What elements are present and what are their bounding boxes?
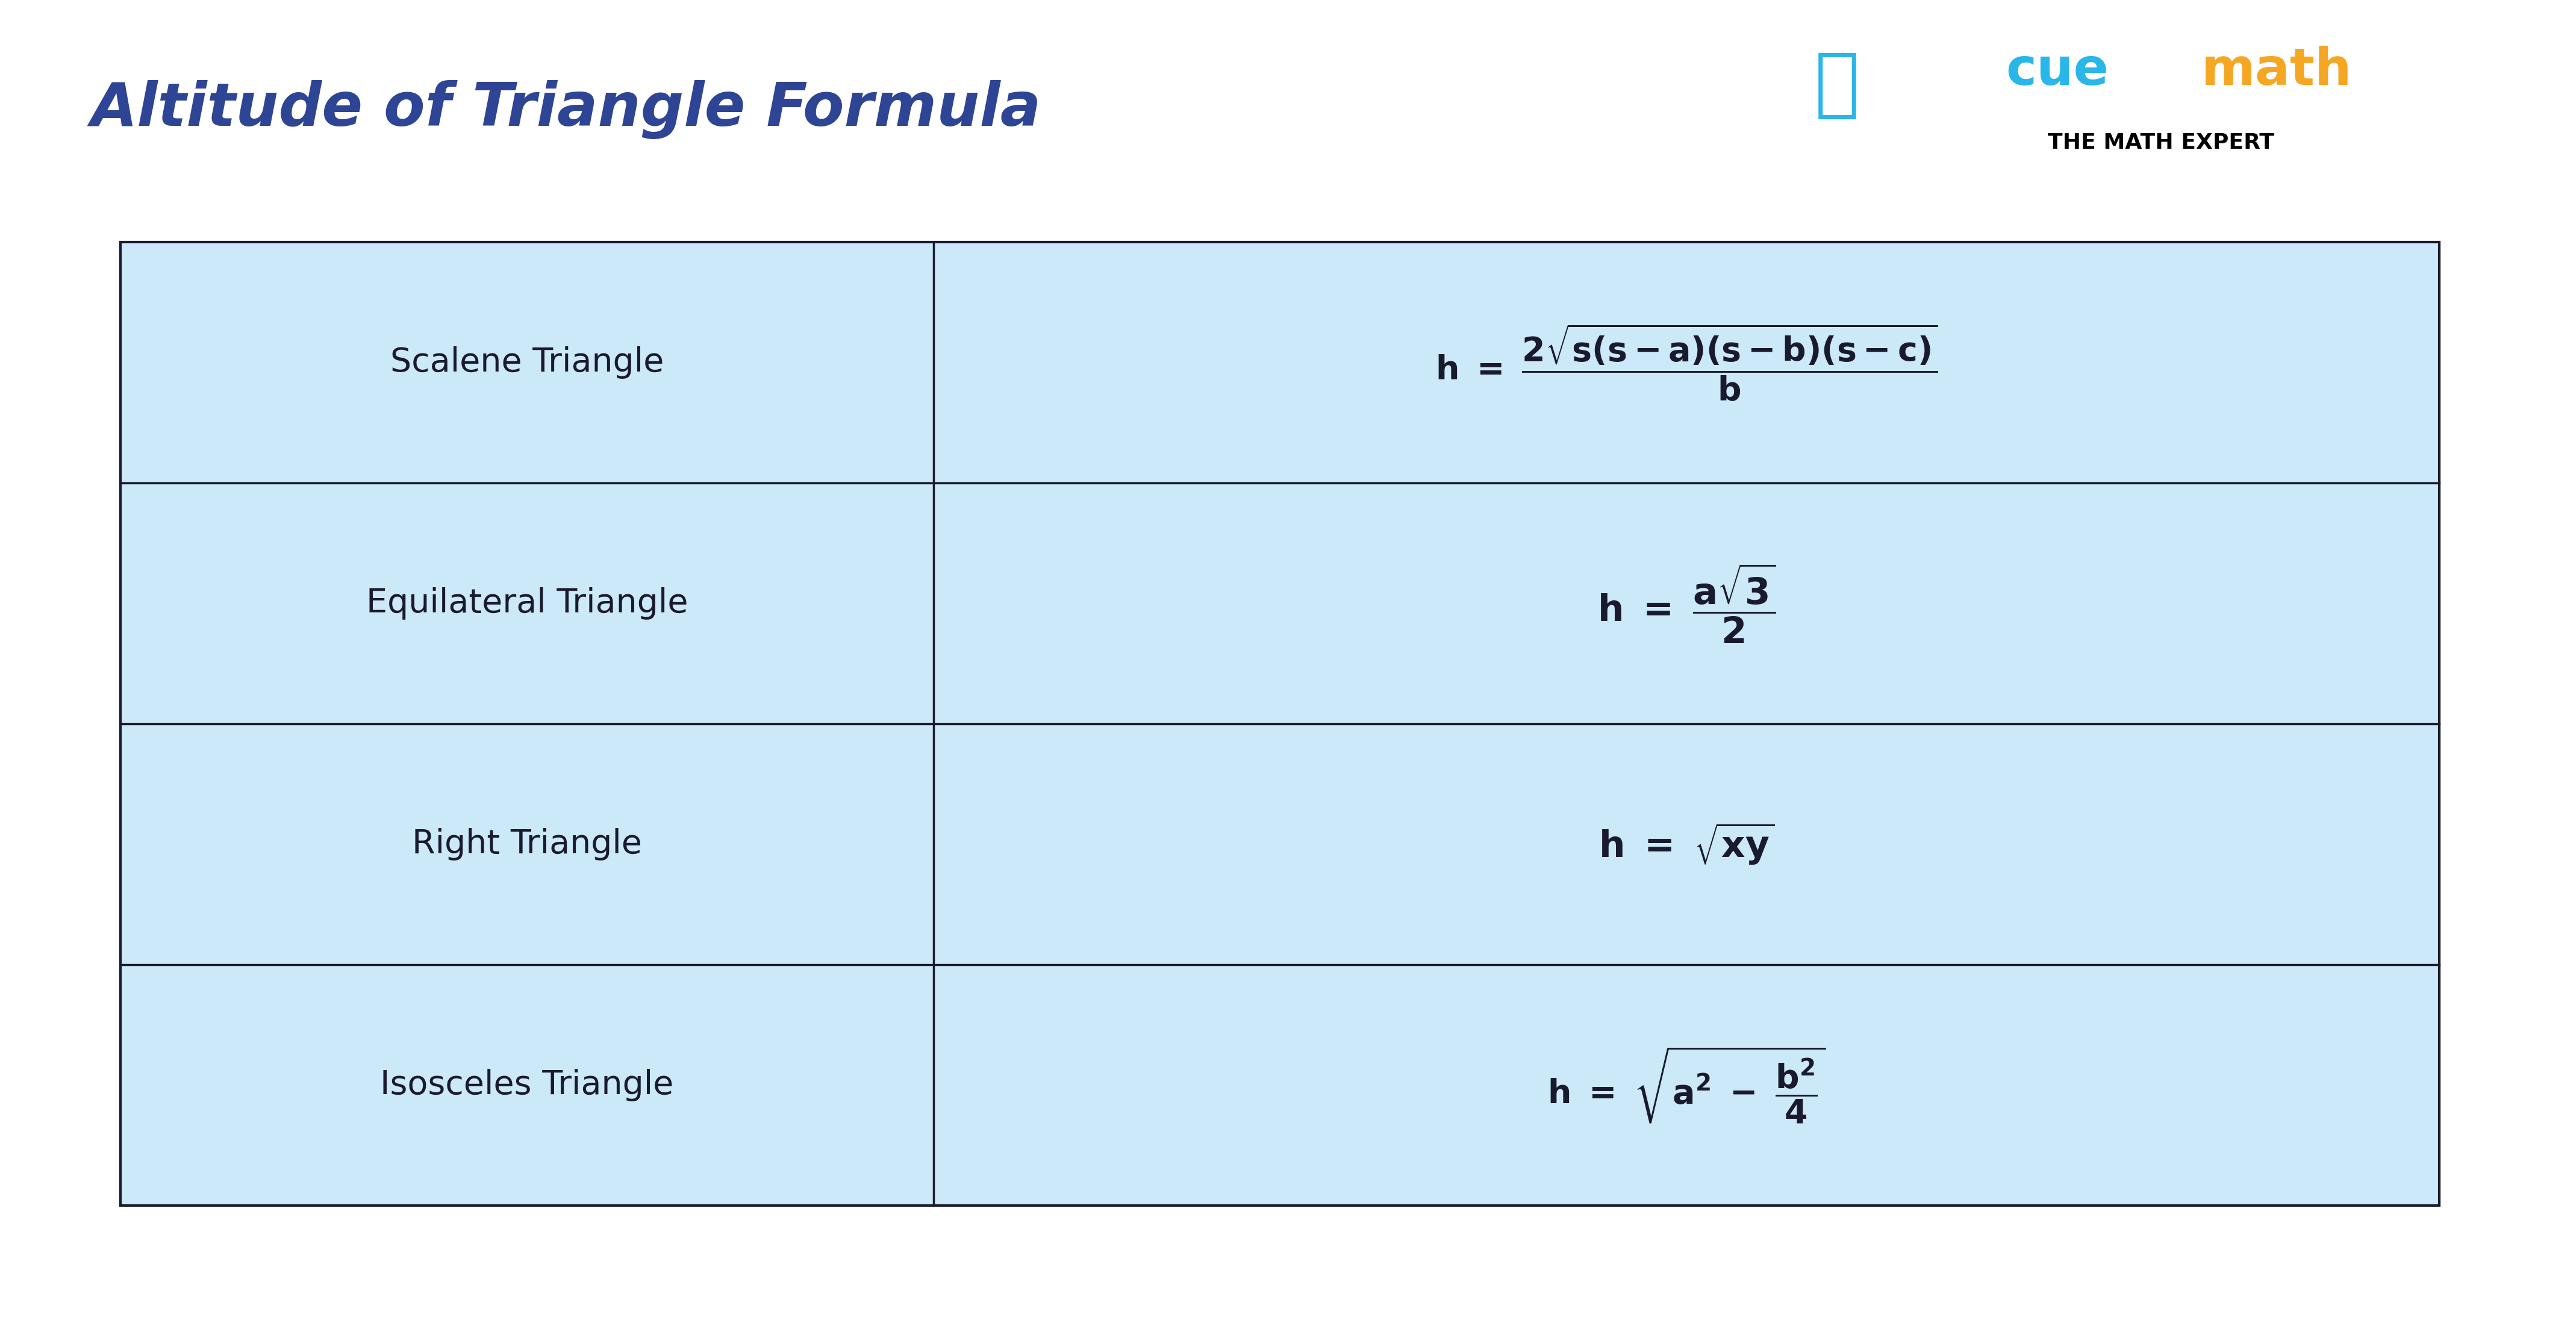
Text: $\mathbf{h\ =\ \dfrac{2\sqrt{s(s-a)(s-b)(s-c)}}{b}}$: $\mathbf{h\ =\ \dfrac{2\sqrt{s(s-a)(s-b)… (1435, 322, 1937, 403)
Text: Scalene Triangle: Scalene Triangle (389, 347, 665, 379)
Text: 🚀: 🚀 (1814, 50, 1860, 122)
Text: Isosceles Triangle: Isosceles Triangle (381, 1069, 675, 1101)
Text: cue: cue (2007, 45, 2110, 95)
Text: $\mathbf{h\ =\ \sqrt{a^2\ -\ \dfrac{b^2}{4}}}$: $\mathbf{h\ =\ \sqrt{a^2\ -\ \dfrac{b^2}… (1548, 1045, 1826, 1125)
Text: math: math (2202, 45, 2352, 95)
Text: Altitude of Triangle Formula: Altitude of Triangle Formula (90, 80, 1041, 139)
FancyBboxPatch shape (121, 242, 2439, 1206)
Text: Right Triangle: Right Triangle (412, 828, 641, 860)
Text: THE MATH EXPERT: THE MATH EXPERT (2048, 132, 2275, 153)
Text: $\mathbf{h\ =\ \dfrac{a\sqrt{3}}{2}}$: $\mathbf{h\ =\ \dfrac{a\sqrt{3}}{2}}$ (1597, 562, 1775, 645)
Text: Equilateral Triangle: Equilateral Triangle (366, 587, 688, 619)
Text: $\mathbf{h\ =\ \sqrt{xy}}$: $\mathbf{h\ =\ \sqrt{xy}}$ (1597, 822, 1775, 867)
